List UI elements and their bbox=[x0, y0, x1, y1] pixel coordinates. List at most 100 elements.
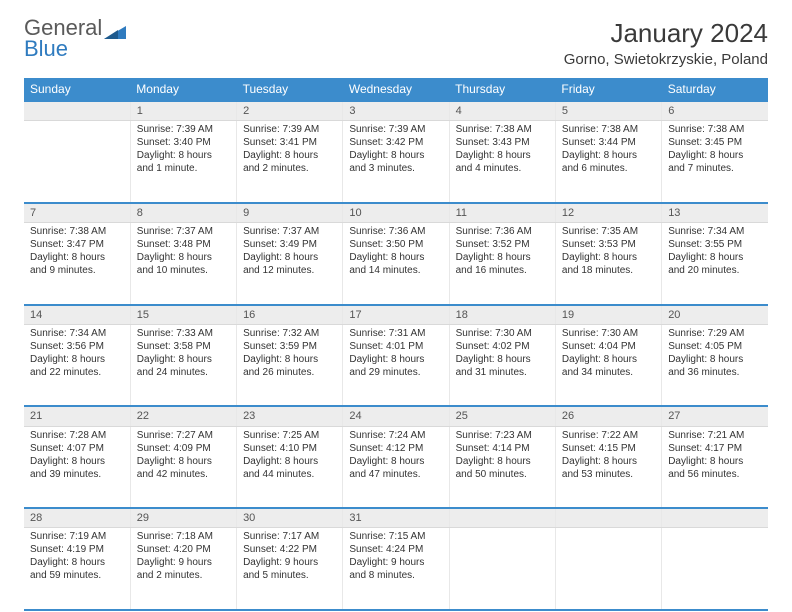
sunrise-text: Sunrise: 7:32 AM bbox=[243, 327, 336, 340]
sunrise-text: Sunrise: 7:38 AM bbox=[456, 123, 549, 136]
daylight-text-1: Daylight: 8 hours bbox=[456, 149, 549, 162]
day-number-cell bbox=[555, 508, 661, 528]
daylight-text-1: Daylight: 8 hours bbox=[668, 455, 762, 468]
daylight-text-1: Daylight: 8 hours bbox=[456, 455, 549, 468]
daylight-text-2: and 31 minutes. bbox=[456, 366, 549, 379]
sunrise-text: Sunrise: 7:39 AM bbox=[243, 123, 336, 136]
sunset-text: Sunset: 4:02 PM bbox=[456, 340, 549, 353]
day-number-cell: 4 bbox=[449, 101, 555, 121]
daylight-text-1: Daylight: 8 hours bbox=[243, 149, 336, 162]
sunrise-text: Sunrise: 7:17 AM bbox=[243, 530, 336, 543]
daylight-text-1: Daylight: 8 hours bbox=[562, 455, 655, 468]
sunset-text: Sunset: 3:56 PM bbox=[30, 340, 124, 353]
sunrise-text: Sunrise: 7:28 AM bbox=[30, 429, 124, 442]
daylight-text-1: Daylight: 9 hours bbox=[137, 556, 230, 569]
day-body-cell: Sunrise: 7:39 AMSunset: 3:40 PMDaylight:… bbox=[130, 121, 236, 203]
day-body-cell: Sunrise: 7:21 AMSunset: 4:17 PMDaylight:… bbox=[662, 426, 768, 508]
day-number-cell: 8 bbox=[130, 203, 236, 223]
day-number-cell: 30 bbox=[237, 508, 343, 528]
daylight-text-2: and 12 minutes. bbox=[243, 264, 336, 277]
day-number-cell: 13 bbox=[662, 203, 768, 223]
sunset-text: Sunset: 4:14 PM bbox=[456, 442, 549, 455]
day-body-cell: Sunrise: 7:17 AMSunset: 4:22 PMDaylight:… bbox=[237, 528, 343, 610]
day-number-cell: 22 bbox=[130, 406, 236, 426]
daylight-text-2: and 20 minutes. bbox=[668, 264, 762, 277]
weekday-header: Wednesday bbox=[343, 78, 449, 101]
day-body-cell: Sunrise: 7:38 AMSunset: 3:44 PMDaylight:… bbox=[555, 121, 661, 203]
daylight-text-1: Daylight: 8 hours bbox=[137, 455, 230, 468]
weekday-header: Thursday bbox=[449, 78, 555, 101]
daylight-text-2: and 9 minutes. bbox=[30, 264, 124, 277]
sunset-text: Sunset: 4:09 PM bbox=[137, 442, 230, 455]
day-body-cell: Sunrise: 7:35 AMSunset: 3:53 PMDaylight:… bbox=[555, 223, 661, 305]
daylight-text-2: and 18 minutes. bbox=[562, 264, 655, 277]
day-body-cell: Sunrise: 7:37 AMSunset: 3:49 PMDaylight:… bbox=[237, 223, 343, 305]
day-body-cell: Sunrise: 7:22 AMSunset: 4:15 PMDaylight:… bbox=[555, 426, 661, 508]
daylight-text-2: and 2 minutes. bbox=[137, 569, 230, 582]
daylight-text-1: Daylight: 8 hours bbox=[668, 149, 762, 162]
day-number-cell: 9 bbox=[237, 203, 343, 223]
weekday-header: Tuesday bbox=[237, 78, 343, 101]
day-number-cell: 29 bbox=[130, 508, 236, 528]
sunrise-text: Sunrise: 7:39 AM bbox=[137, 123, 230, 136]
daylight-text-1: Daylight: 8 hours bbox=[30, 251, 124, 264]
daylight-text-1: Daylight: 8 hours bbox=[349, 455, 442, 468]
day-body-cell: Sunrise: 7:38 AMSunset: 3:47 PMDaylight:… bbox=[24, 223, 130, 305]
day-body-cell: Sunrise: 7:30 AMSunset: 4:04 PMDaylight:… bbox=[555, 324, 661, 406]
day-body-cell: Sunrise: 7:31 AMSunset: 4:01 PMDaylight:… bbox=[343, 324, 449, 406]
sunrise-text: Sunrise: 7:30 AM bbox=[456, 327, 549, 340]
daylight-text-2: and 53 minutes. bbox=[562, 468, 655, 481]
daylight-text-1: Daylight: 9 hours bbox=[349, 556, 442, 569]
daylight-text-2: and 59 minutes. bbox=[30, 569, 124, 582]
weekday-header: Friday bbox=[555, 78, 661, 101]
sunset-text: Sunset: 4:01 PM bbox=[349, 340, 442, 353]
daylight-text-1: Daylight: 8 hours bbox=[562, 353, 655, 366]
daylight-text-1: Daylight: 8 hours bbox=[137, 251, 230, 264]
day-body-cell: Sunrise: 7:39 AMSunset: 3:42 PMDaylight:… bbox=[343, 121, 449, 203]
day-body-cell: Sunrise: 7:15 AMSunset: 4:24 PMDaylight:… bbox=[343, 528, 449, 610]
day-body-cell: Sunrise: 7:36 AMSunset: 3:52 PMDaylight:… bbox=[449, 223, 555, 305]
logo-triangle-icon bbox=[104, 21, 126, 43]
daylight-text-2: and 8 minutes. bbox=[349, 569, 442, 582]
day-number-cell: 23 bbox=[237, 406, 343, 426]
sunset-text: Sunset: 4:20 PM bbox=[137, 543, 230, 556]
day-body-cell: Sunrise: 7:34 AMSunset: 3:55 PMDaylight:… bbox=[662, 223, 768, 305]
day-number-cell: 17 bbox=[343, 305, 449, 325]
day-body-cell: Sunrise: 7:23 AMSunset: 4:14 PMDaylight:… bbox=[449, 426, 555, 508]
logo: General Blue bbox=[24, 18, 126, 60]
day-number-cell: 19 bbox=[555, 305, 661, 325]
daylight-text-2: and 14 minutes. bbox=[349, 264, 442, 277]
sunset-text: Sunset: 3:55 PM bbox=[668, 238, 762, 251]
day-number-cell: 31 bbox=[343, 508, 449, 528]
day-body-row: Sunrise: 7:38 AMSunset: 3:47 PMDaylight:… bbox=[24, 223, 768, 305]
day-number-row: 14151617181920 bbox=[24, 305, 768, 325]
daylight-text-2: and 26 minutes. bbox=[243, 366, 336, 379]
daylight-text-2: and 1 minute. bbox=[137, 162, 230, 175]
day-body-cell: Sunrise: 7:29 AMSunset: 4:05 PMDaylight:… bbox=[662, 324, 768, 406]
sunrise-text: Sunrise: 7:34 AM bbox=[30, 327, 124, 340]
daylight-text-2: and 10 minutes. bbox=[137, 264, 230, 277]
daylight-text-1: Daylight: 8 hours bbox=[243, 353, 336, 366]
sunset-text: Sunset: 3:44 PM bbox=[562, 136, 655, 149]
sunset-text: Sunset: 4:17 PM bbox=[668, 442, 762, 455]
day-number-cell bbox=[449, 508, 555, 528]
sunrise-text: Sunrise: 7:23 AM bbox=[456, 429, 549, 442]
day-number-row: 21222324252627 bbox=[24, 406, 768, 426]
day-body-cell: Sunrise: 7:36 AMSunset: 3:50 PMDaylight:… bbox=[343, 223, 449, 305]
sunrise-text: Sunrise: 7:39 AM bbox=[349, 123, 442, 136]
daylight-text-2: and 42 minutes. bbox=[137, 468, 230, 481]
sunrise-text: Sunrise: 7:38 AM bbox=[668, 123, 762, 136]
daylight-text-1: Daylight: 8 hours bbox=[562, 149, 655, 162]
day-body-cell bbox=[662, 528, 768, 610]
day-body-cell: Sunrise: 7:25 AMSunset: 4:10 PMDaylight:… bbox=[237, 426, 343, 508]
sunrise-text: Sunrise: 7:22 AM bbox=[562, 429, 655, 442]
weekday-header: Sunday bbox=[24, 78, 130, 101]
day-number-cell: 15 bbox=[130, 305, 236, 325]
day-number-row: 78910111213 bbox=[24, 203, 768, 223]
sunrise-text: Sunrise: 7:27 AM bbox=[137, 429, 230, 442]
sunrise-text: Sunrise: 7:37 AM bbox=[243, 225, 336, 238]
sunrise-text: Sunrise: 7:31 AM bbox=[349, 327, 442, 340]
day-number-cell: 14 bbox=[24, 305, 130, 325]
day-body-row: Sunrise: 7:28 AMSunset: 4:07 PMDaylight:… bbox=[24, 426, 768, 508]
day-number-cell bbox=[662, 508, 768, 528]
